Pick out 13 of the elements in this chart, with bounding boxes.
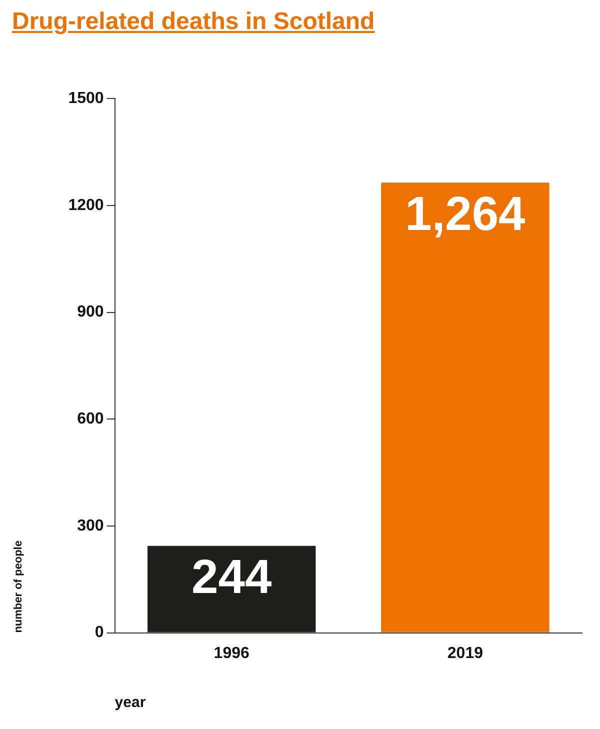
x-tick-label: 2019 [447,644,484,662]
y-tick-label: 1200 [68,196,104,214]
y-tick-label: 300 [77,517,104,534]
y-tick-label: 0 [94,624,104,642]
y-tick-label: 1500 [68,90,104,108]
y-tick-label: 600 [77,410,104,428]
y-axis-title: number of people [12,540,25,633]
data-label: 1,264 [405,188,526,241]
x-tick-label: 1996 [214,644,250,662]
x-axis-title: year [114,694,146,712]
y-tick-label: 900 [77,304,104,321]
data-label: 244 [192,551,272,604]
chart-title: Drug-related deaths in Scotland [12,8,376,36]
